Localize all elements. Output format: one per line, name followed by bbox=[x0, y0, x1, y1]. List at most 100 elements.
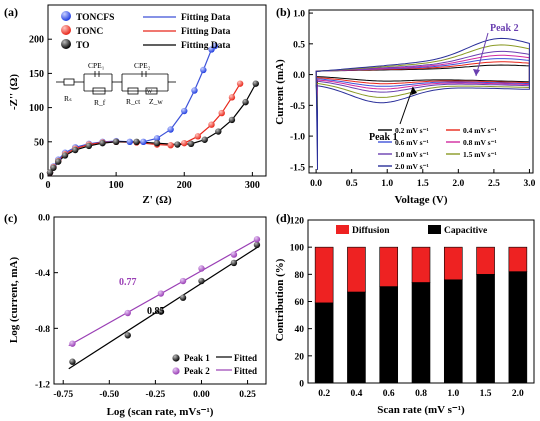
panel-c-ytick-label: -0.4 bbox=[35, 269, 50, 279]
legend-fit-tonc: Fitting Data bbox=[181, 27, 231, 37]
legend-label-diffusion: Diffusion bbox=[352, 226, 390, 236]
bar-diffusion bbox=[347, 246, 366, 293]
point-to bbox=[242, 98, 249, 106]
fit-line-toncfs bbox=[49, 45, 216, 173]
point-peak2 bbox=[230, 251, 238, 258]
panel-b-xtick-label: 2.5 bbox=[488, 179, 500, 189]
panel-c-ytick-label: -0.8 bbox=[35, 325, 50, 335]
point-toncfs bbox=[140, 138, 147, 145]
point-tonc bbox=[228, 94, 236, 101]
panel-d-xtick-label: 2.0 bbox=[512, 389, 524, 399]
circuit-label-cpe1: CPE₁ bbox=[88, 61, 105, 70]
panel-b-ytick-label: 0.0 bbox=[293, 71, 305, 81]
panel-c: (c) -0.75 -0.50 -0.25 0.00 0.25 0.0 -0.4 -0.8 -1… bbox=[4, 211, 267, 418]
cv-curve bbox=[315, 44, 530, 151]
panel-b-xtick-label: 0.0 bbox=[310, 179, 322, 189]
point-to bbox=[99, 139, 106, 147]
point-to bbox=[46, 169, 54, 176]
panel-b-xtick-label: 0.5 bbox=[346, 179, 358, 189]
point-peak1 bbox=[253, 241, 261, 249]
panel-b-frame bbox=[308, 9, 534, 174]
panel-a-frame bbox=[47, 4, 267, 177]
point-toncfs bbox=[181, 107, 188, 115]
legend-label-peak1: Peak 1 bbox=[184, 353, 210, 363]
panel-b-ytick-label: 1.0 bbox=[293, 10, 305, 20]
legend-label-scanrate: 0.8 mV s⁻¹ bbox=[463, 138, 497, 147]
panel-a-ytick-label: 50 bbox=[34, 137, 44, 148]
panel-a-xtick-label: 100 bbox=[109, 180, 124, 191]
point-toncfs bbox=[211, 42, 219, 50]
panel-a-xtick-label: 300 bbox=[245, 180, 260, 191]
point-tonc bbox=[218, 109, 225, 117]
panel-b-ylabel: Current (mA) bbox=[274, 59, 286, 125]
panel-d-ytick-label: 40 bbox=[295, 325, 305, 335]
point-peak2 bbox=[198, 265, 205, 272]
panel-d-xtick-label: 0.2 bbox=[318, 389, 330, 399]
panel-a-ytick-label: 100 bbox=[29, 103, 44, 114]
legend-fit-peak1: Fitted bbox=[234, 353, 257, 363]
point-to bbox=[174, 141, 181, 148]
fit-line-peak1 bbox=[68, 246, 259, 370]
bar-diffusion bbox=[443, 246, 463, 281]
bar-diffusion bbox=[411, 246, 431, 283]
panel-a-xtick-label: 0 bbox=[46, 180, 51, 191]
panel-d-ytick-label: 80 bbox=[295, 271, 305, 281]
legend-label-to: TO bbox=[76, 41, 90, 51]
legend-label-scanrate: 2.0 mV s⁻¹ bbox=[395, 162, 429, 171]
panel-c-xtick-label: -0.50 bbox=[99, 390, 119, 400]
panel-d-legend: Diffusion Capacitive bbox=[336, 225, 487, 236]
bar-capacitive bbox=[379, 286, 399, 384]
panel-b: (b) 0.0 0.5 1.0 1.5 2.0 2.5 3.0 1.0 0.5 0.0 -0.5 -1… bbox=[274, 5, 536, 206]
point-to bbox=[215, 128, 222, 135]
circuit-label-cpe2: CPE₂ bbox=[134, 61, 151, 70]
panel-a-ticks: 0 100 200 300 0 50 100 150 200 bbox=[29, 35, 260, 191]
panel-c-xtick-label: -0.75 bbox=[53, 390, 73, 400]
panel-d-bars bbox=[314, 246, 528, 384]
legend-swatch-capacitive bbox=[428, 225, 441, 234]
point-toncfs bbox=[191, 87, 198, 94]
point-toncfs bbox=[153, 135, 161, 142]
bar-diffusion bbox=[314, 246, 334, 304]
panel-d-xlabel: Scan rate (mV s⁻¹) bbox=[377, 404, 465, 416]
point-to bbox=[153, 139, 161, 147]
point-to bbox=[55, 158, 62, 165]
panel-b-ytick-label: -1.5 bbox=[290, 163, 305, 173]
point-peak1 bbox=[230, 259, 238, 267]
point-tonc bbox=[236, 80, 244, 87]
panel-c-fit-lines bbox=[68, 238, 259, 370]
point-peak1 bbox=[69, 358, 76, 365]
legend-marker-peak1 bbox=[172, 354, 180, 362]
circuit-label-rf: R_f bbox=[94, 98, 106, 107]
point-to bbox=[252, 80, 259, 87]
legend-marker-to bbox=[61, 39, 71, 49]
point-to bbox=[85, 142, 93, 150]
bar-capacitive bbox=[411, 282, 431, 384]
panel-c-label: (c) bbox=[4, 211, 17, 225]
panel-c-legend: Peak 1 Fitted Peak 2 Fitted bbox=[172, 353, 257, 376]
cv-curve bbox=[315, 37, 530, 170]
legend-fit-to: Fitting Data bbox=[181, 41, 231, 51]
circuit-warburg bbox=[145, 87, 158, 95]
peak2-arrow bbox=[475, 32, 489, 77]
point-peak2 bbox=[124, 309, 131, 317]
slope-peak2: 0.77 bbox=[119, 277, 137, 288]
point-toncfs bbox=[200, 66, 207, 74]
panel-c-points bbox=[69, 236, 261, 365]
panel-a-label: (a) bbox=[4, 5, 18, 19]
panel-a-ytick-label: 150 bbox=[29, 69, 44, 80]
bar-capacitive bbox=[347, 291, 366, 384]
legend-label-toncfs: TONCFS bbox=[76, 13, 114, 23]
bar-diffusion bbox=[508, 246, 528, 272]
panel-c-xtick-label: 0.25 bbox=[239, 390, 256, 400]
peak2-annotation: Peak 2 bbox=[490, 23, 519, 34]
bar-capacitive bbox=[314, 302, 334, 384]
legend-fit-toncfs: Fitting Data bbox=[181, 13, 231, 23]
panel-d-xtick-label: 1.5 bbox=[480, 389, 492, 399]
panel-b-legend: 0.2 mV s⁻¹ 0.4 mV s⁻¹ 0.6 mV s⁻¹ 0.8 mV s⁻¹… bbox=[378, 126, 497, 171]
panel-b-ytick-label: -1.0 bbox=[290, 133, 305, 143]
point-peak2 bbox=[253, 236, 261, 243]
panel-a-ytick-label: 200 bbox=[29, 35, 44, 46]
bar-capacitive bbox=[443, 279, 463, 384]
bar-capacitive bbox=[508, 271, 528, 384]
bar-capacitive bbox=[476, 274, 495, 384]
